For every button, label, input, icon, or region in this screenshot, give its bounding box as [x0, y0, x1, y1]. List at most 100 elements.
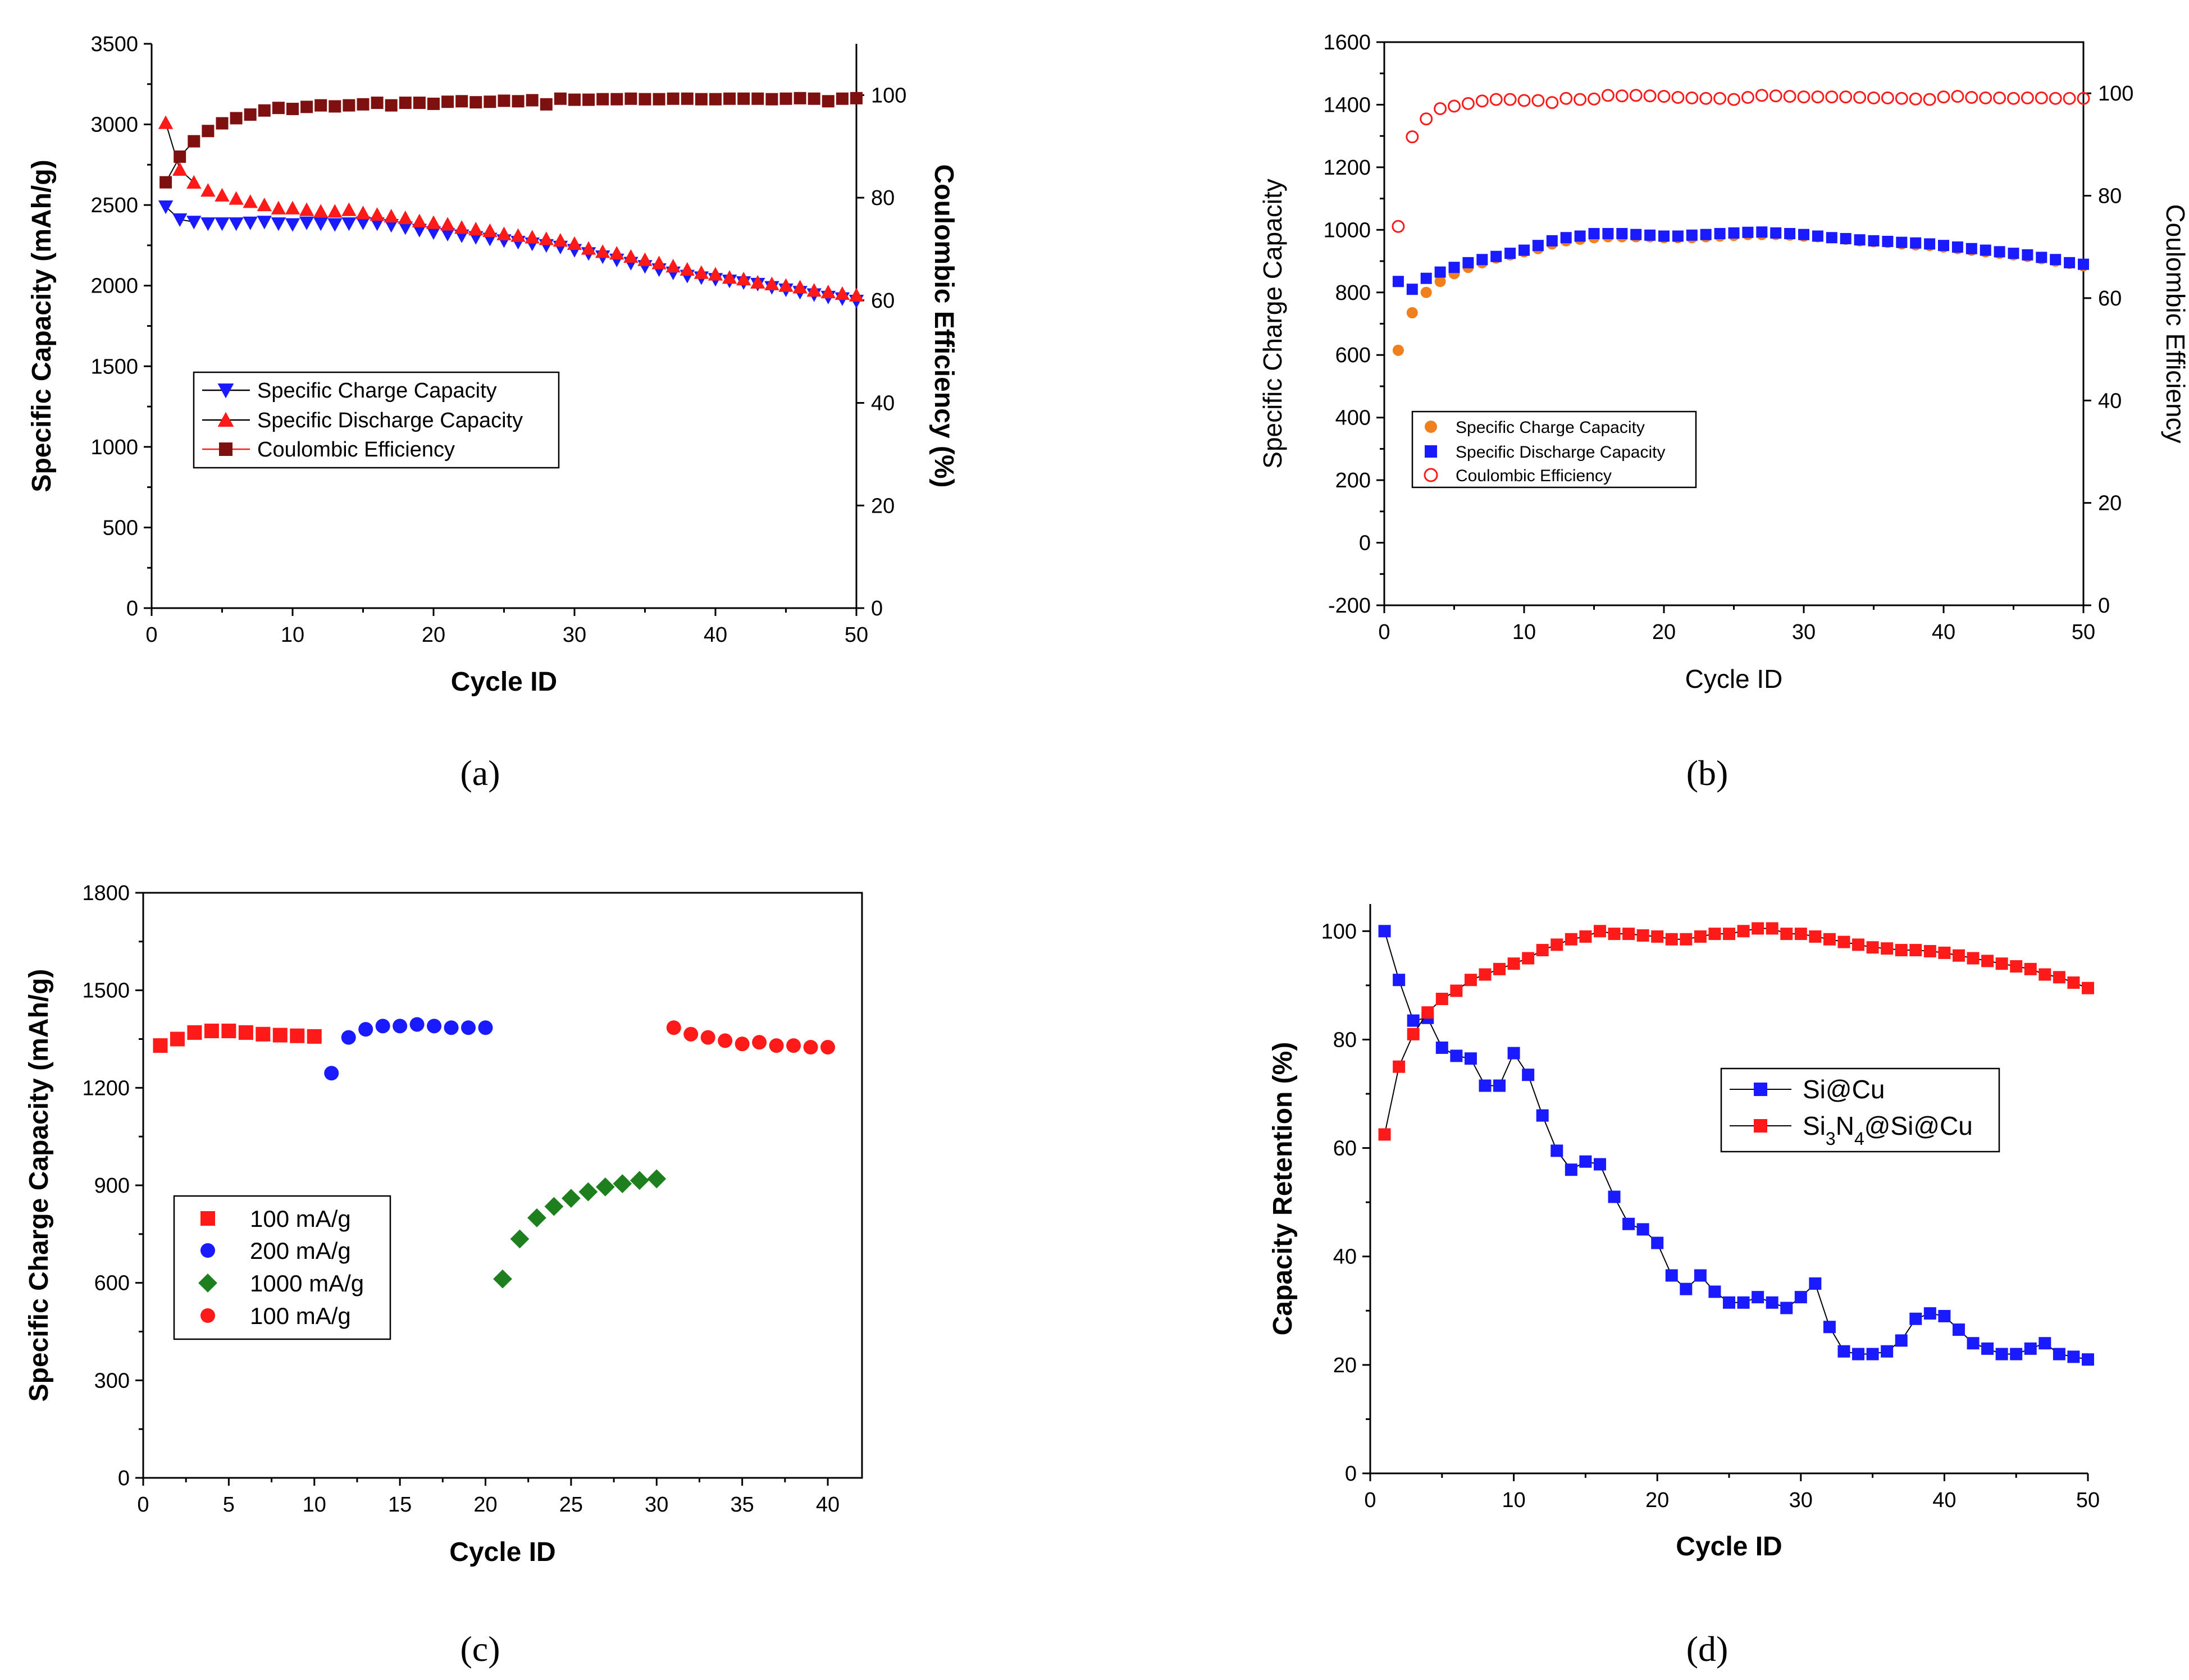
- data-point: [1517, 94, 1531, 107]
- y-tick-label: 2500: [90, 194, 138, 217]
- data-point: [820, 285, 836, 299]
- data-point: [440, 217, 455, 231]
- data-point: [1951, 241, 1963, 253]
- y-axis-title: Specific Capacity (mAh/g): [27, 159, 57, 492]
- data-point: [786, 1038, 801, 1053]
- legend: Specific Charge Capacity Specific Dischar…: [1411, 410, 1697, 489]
- data-point: [764, 276, 779, 290]
- data-point: [186, 175, 202, 189]
- data-point: [455, 95, 468, 108]
- data-point: [578, 1182, 598, 1202]
- data-point: [1852, 938, 1865, 951]
- data-point: [1448, 99, 1461, 113]
- data-point: [708, 267, 723, 281]
- panel-label-b: (b): [1686, 753, 1729, 793]
- data-point: [1622, 928, 1635, 941]
- data-point: [1951, 90, 1964, 103]
- data-point: [1769, 89, 1782, 103]
- data-point: [1448, 262, 1460, 273]
- data-point: [2067, 976, 2080, 989]
- data-point: [651, 255, 667, 270]
- data-point: [172, 162, 188, 176]
- data-point: [1636, 929, 1649, 942]
- data-point: [850, 92, 863, 104]
- y-tick-label: 2000: [90, 275, 138, 298]
- data-point: [393, 1019, 408, 1034]
- data-point: [271, 217, 286, 231]
- y-tick-label: 300: [94, 1369, 130, 1393]
- x-axis-title: Cycle ID: [1676, 1532, 1782, 1562]
- series-1000-ma-g: [493, 1169, 667, 1289]
- data-point: [1531, 94, 1545, 107]
- x-tick-label: 30: [1789, 1489, 1813, 1512]
- data-point: [243, 216, 258, 230]
- data-point: [343, 99, 355, 112]
- legend-box: [193, 371, 560, 469]
- data-point: [238, 1025, 253, 1040]
- x-tick-label: 20: [473, 1493, 497, 1517]
- data-point: [1546, 235, 1558, 246]
- data-point: [1490, 250, 1502, 262]
- data-point: [1393, 974, 1406, 987]
- data-point: [1550, 938, 1563, 951]
- x-tick-label: 10: [281, 623, 304, 647]
- data-point: [498, 94, 510, 107]
- data-point: [1839, 90, 1853, 104]
- data-point: [375, 1019, 390, 1034]
- data-point: [718, 1033, 733, 1048]
- data-point: [1493, 1079, 1506, 1092]
- data-point: [300, 101, 313, 113]
- data-point: [1882, 235, 1894, 247]
- x-tick-label: 50: [845, 623, 868, 647]
- data-point: [1794, 1291, 1807, 1304]
- data-point: [159, 176, 172, 189]
- data-point: [1728, 227, 1740, 239]
- data-point: [1923, 1307, 1936, 1320]
- data-point: [510, 1229, 530, 1249]
- data-point: [793, 92, 806, 104]
- data-point: [681, 92, 694, 105]
- data-point: [2007, 92, 2020, 105]
- legend-label: Specific Discharge Capacity: [1456, 443, 1666, 462]
- data-point: [1658, 230, 1670, 242]
- data-point: [1797, 90, 1811, 104]
- legend-label: 200 mA/g: [250, 1238, 351, 1264]
- data-point: [1868, 235, 1880, 246]
- legend-label: Si3N4@Si@Cu: [1803, 1111, 1973, 1149]
- data-point: [539, 231, 554, 245]
- data-point: [1924, 238, 1936, 250]
- data-point: [1434, 102, 1447, 116]
- panel-c-chart: 0 5 10 15 20 25 30 35 40 0 300 600 900 1200 1500 1800 Cy…: [24, 882, 863, 1567]
- plot-frame: [142, 892, 863, 1479]
- data-point: [1867, 91, 1880, 104]
- x-tick-label: 50: [2072, 620, 2095, 644]
- data-point: [1981, 955, 1994, 967]
- data-point: [469, 96, 482, 109]
- data-point: [1854, 234, 1866, 246]
- data-point: [1643, 89, 1657, 103]
- data-point: [1938, 1309, 1951, 1322]
- data-point: [1737, 1296, 1750, 1309]
- data-point: [1881, 1345, 1894, 1358]
- data-point: [1588, 228, 1600, 240]
- data-point: [1784, 228, 1796, 240]
- legend-label: Si@Cu: [1803, 1075, 1885, 1104]
- data-point: [2035, 91, 2048, 104]
- data-point: [1504, 248, 1516, 259]
- data-point: [1665, 933, 1678, 946]
- data-point: [562, 1189, 581, 1208]
- legend: 100 mA/g 200 mA/g 1000 mA/g 100 mA/g: [173, 1195, 391, 1340]
- data-point: [1420, 112, 1433, 126]
- y-tick-label: 3000: [90, 113, 138, 137]
- data-point: [1995, 1348, 2008, 1361]
- data-point: [527, 1208, 546, 1227]
- y2-tick-label: 20: [2098, 492, 2122, 515]
- data-point: [1837, 1345, 1850, 1358]
- data-point: [329, 100, 341, 113]
- data-point: [1536, 1109, 1549, 1122]
- data-point: [355, 206, 371, 220]
- data-point: [709, 93, 722, 106]
- x-axis-title: Cycle ID: [1685, 664, 1783, 693]
- data-point: [341, 217, 357, 231]
- data-point: [1812, 230, 1823, 242]
